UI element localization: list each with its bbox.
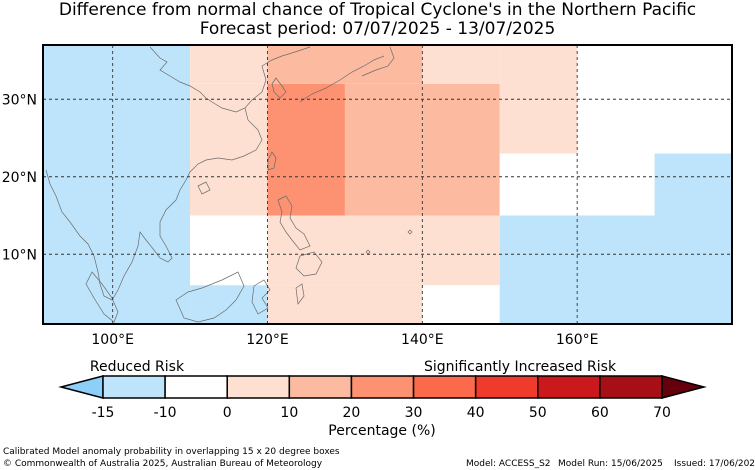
forecast-period: Forecast period: 07/07/2025 - 13/07/2025 (199, 19, 556, 39)
anomaly-cell (267, 215, 423, 286)
latitude-tick-label: 10°N (2, 247, 37, 263)
colorbar-bin (412, 375, 477, 399)
colorbar-bin (599, 375, 663, 399)
anomaly-cell (654, 153, 732, 324)
colorbar-bin (474, 375, 539, 399)
anomaly-cell (267, 45, 423, 84)
colorbar-tick-label: 10 (280, 405, 298, 421)
anomaly-cell (422, 45, 500, 84)
anomaly-cell (344, 83, 423, 216)
latitude-tick-label: 30°N (2, 92, 37, 108)
colorbar-tick-label: 30 (405, 405, 423, 421)
anomaly-cell (499, 83, 578, 154)
colorbar-tick-label: 0 (223, 405, 232, 421)
anomaly-cell (267, 285, 423, 324)
colorbar-bin (537, 375, 601, 399)
latitude-tick-label: 20°N (2, 170, 37, 186)
model-name: Model: ACCESS_S2 (466, 459, 551, 469)
colorbar-min-extension (58, 375, 104, 399)
longitude-tick-label: 120°E (246, 332, 289, 348)
increased-risk-label: Significantly Increased Risk (424, 359, 617, 375)
anomaly-cell (43, 45, 191, 324)
method-note: Calibrated Model anomaly probability in … (3, 447, 340, 457)
anomaly-cell (190, 215, 268, 286)
colorbar-tick-label: 70 (653, 405, 671, 421)
copyright-note: © Commonwealth of Australia 2025, Austra… (3, 459, 323, 469)
colorbar-tick-label: -15 (92, 405, 115, 421)
colorbar (58, 375, 707, 399)
longitude-tick-label: 140°E (401, 332, 444, 348)
colorbar-bin (288, 375, 353, 399)
map-title: Difference from normal chance of Tropica… (58, 0, 697, 20)
map-frame (42, 44, 733, 325)
colorbar-axis-label: Percentage (%) (328, 423, 435, 439)
colorbar-bin (226, 375, 291, 399)
reduced-risk-label: Reduced Risk (90, 359, 185, 375)
coastline (45, 46, 413, 323)
model-run: Model Run: 15/06/2025 (558, 459, 663, 469)
anomaly-cell (577, 45, 732, 154)
colorbar-bin (164, 375, 228, 399)
longitude-tick-label: 100°E (91, 332, 134, 348)
longitude-labels: 100°E 120°E 140°E 160°E (91, 332, 598, 348)
graticule (43, 45, 732, 324)
issued-date: Issued: 17/06/2025 (674, 459, 755, 469)
colorbar-tick-label: 20 (343, 405, 361, 421)
colorbar-bin (350, 375, 415, 399)
anomaly-cell (422, 215, 500, 286)
colorbar-max-extension (661, 375, 707, 399)
anomaly-cell (190, 285, 268, 324)
colorbar-tick-label: -10 (154, 405, 177, 421)
anomaly-cell (422, 285, 500, 324)
anomaly-cell (190, 45, 268, 84)
anomaly-cell (422, 83, 500, 216)
longitude-tick-label: 160°E (556, 332, 599, 348)
colorbar-tick-label: 50 (529, 405, 547, 421)
colorbar-ticks: -15 -10 0 10 20 30 40 50 60 70 (92, 405, 671, 421)
latitude-labels: 10°N 20°N 30°N (2, 92, 37, 263)
anomaly-cells (43, 45, 732, 324)
colorbar-bin (102, 375, 166, 399)
anomaly-cell (267, 83, 345, 216)
colorbar-tick-label: 60 (591, 405, 609, 421)
colorbar-tick-label: 40 (467, 405, 485, 421)
